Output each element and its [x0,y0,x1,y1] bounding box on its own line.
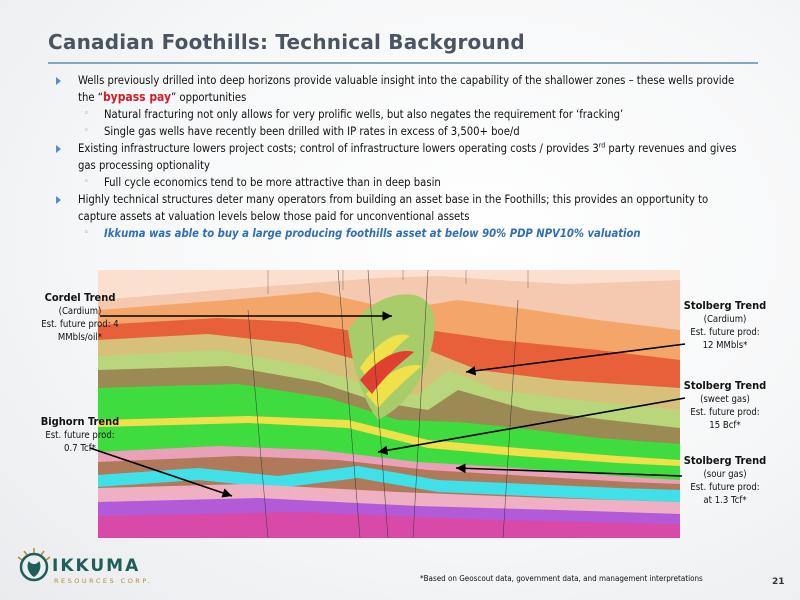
sub-bullet-circle-icon: ◦ [84,228,89,238]
bypass-pay-highlight: bypass pay [102,90,172,104]
annotation-bighorn-trend: Bighorn Trend Est. future prod: 0.7 Tcf* [40,415,120,454]
bullet-infrastructure: Existing infrastructure lowers project c… [56,140,746,174]
footnote: *Based on Geoscout data, government data… [420,574,703,583]
annotation-stolberg-sour-gas: Stolberg Trend (sour gas) Est. future pr… [683,454,767,506]
layer-yellow-band [98,416,680,466]
well-markers [267,270,529,294]
title-divider [48,62,758,64]
annotation-cordel-trend: Cordel Trend (Cardium) Est. future prod:… [41,291,119,343]
bullet-arrow-icon [56,196,61,204]
sub-bullet-circle-icon: ◦ [84,109,89,119]
layer-magenta [98,512,680,538]
page-title: Canadian Foothills: Technical Background [48,30,525,54]
fold-band-red [360,351,414,394]
sub-bullet-ikkuma-asset: ◦ Ikkuma was able to buy a large produci… [84,227,641,240]
bullet-wells: Wells previously drilled into deep horiz… [56,72,746,106]
sub-bullet-circle-icon: ◦ [84,177,89,187]
bullet-arrow-icon [56,145,61,153]
page-number: 21 [772,577,785,587]
geological-cross-section [98,270,680,538]
layer-cyan [98,466,680,502]
logo-wordmark: IKKUMA [52,556,141,576]
bullet-arrow-icon [56,77,61,85]
bullet-technical-structures: Highly technical structures deter many o… [56,191,746,225]
ikkuma-logo [17,548,51,582]
sub-bullet-fracturing: ◦ Natural fracturing not only allows for… [84,108,624,121]
sub-bullet-circle-icon: ◦ [84,126,89,136]
bullet-list: Wells previously drilled into deep horiz… [56,72,746,242]
logo-emblem-icon [17,548,51,582]
annotation-stolberg-sweet-gas: Stolberg Trend (sweet gas) Est. future p… [683,379,767,431]
annotation-stolberg-cardium: Stolberg Trend (Cardium) Est. future pro… [683,299,767,351]
logo-subtitle: RESOURCES CORP. [54,577,153,585]
sub-bullet-economics: ◦ Full cycle economics tend to be more a… [84,176,441,189]
sub-bullet-gas-wells: ◦ Single gas wells have recently been dr… [84,125,520,138]
